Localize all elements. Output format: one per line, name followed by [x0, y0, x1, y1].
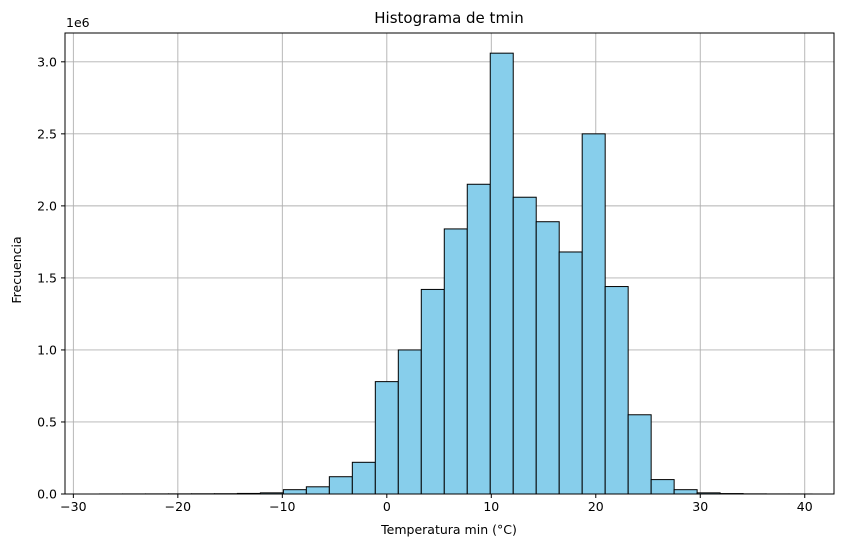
histogram-bar: [581, 133, 606, 495]
histogram-bar: [282, 489, 307, 495]
histogram-bar: [535, 221, 560, 495]
histogram-bar: [489, 52, 514, 495]
histogram-bar: [351, 461, 376, 495]
y-tick-label: 1.5: [37, 270, 57, 285]
x-tick-label: 20: [588, 499, 604, 514]
y-tick-label: 2.5: [37, 126, 57, 141]
axes: −30 −20 −10 0 10 20 30 40 0.0 0.5 1.0 1.5 2.0 2.5 3.0: [37, 32, 835, 514]
y-tick-label: 0.5: [37, 414, 57, 429]
x-tick-label: 10: [483, 499, 499, 514]
histogram-bar: [604, 286, 629, 495]
histogram-bar: [305, 486, 330, 495]
y-tick-label: 0.0: [37, 487, 57, 502]
histogram-bar: [420, 288, 445, 495]
histogram-bar: [673, 489, 698, 495]
y-tick-label: 2.0: [37, 198, 57, 213]
x-tick-label: 40: [797, 499, 813, 514]
histogram-bar: [650, 479, 675, 495]
histogram-bar: [374, 381, 399, 495]
y-axis-label: Frecuencia: [9, 236, 24, 303]
x-axis-label: Temperatura min (°C): [380, 522, 517, 537]
y-tick-label: 3.0: [37, 54, 57, 69]
histogram-bar: [558, 251, 583, 495]
histogram-bar: [443, 228, 468, 495]
x-tick-label: −20: [165, 499, 191, 514]
histogram-bar: [397, 349, 422, 495]
histogram-bar: [466, 183, 491, 495]
y-tick-label: 1.0: [37, 342, 57, 357]
histogram-bar: [627, 414, 652, 495]
bars: [98, 52, 813, 495]
x-tick-label: 30: [692, 499, 708, 514]
x-tick-label: 0: [383, 499, 391, 514]
chart-title: Histograma de tmin: [374, 9, 523, 27]
x-tick-label: −10: [269, 499, 295, 514]
histogram-bar: [328, 476, 353, 495]
plot-frame: [64, 32, 835, 495]
y-scale-label: 1e6: [66, 15, 90, 30]
histogram-bar: [512, 196, 537, 495]
x-tick-label: −30: [60, 499, 86, 514]
